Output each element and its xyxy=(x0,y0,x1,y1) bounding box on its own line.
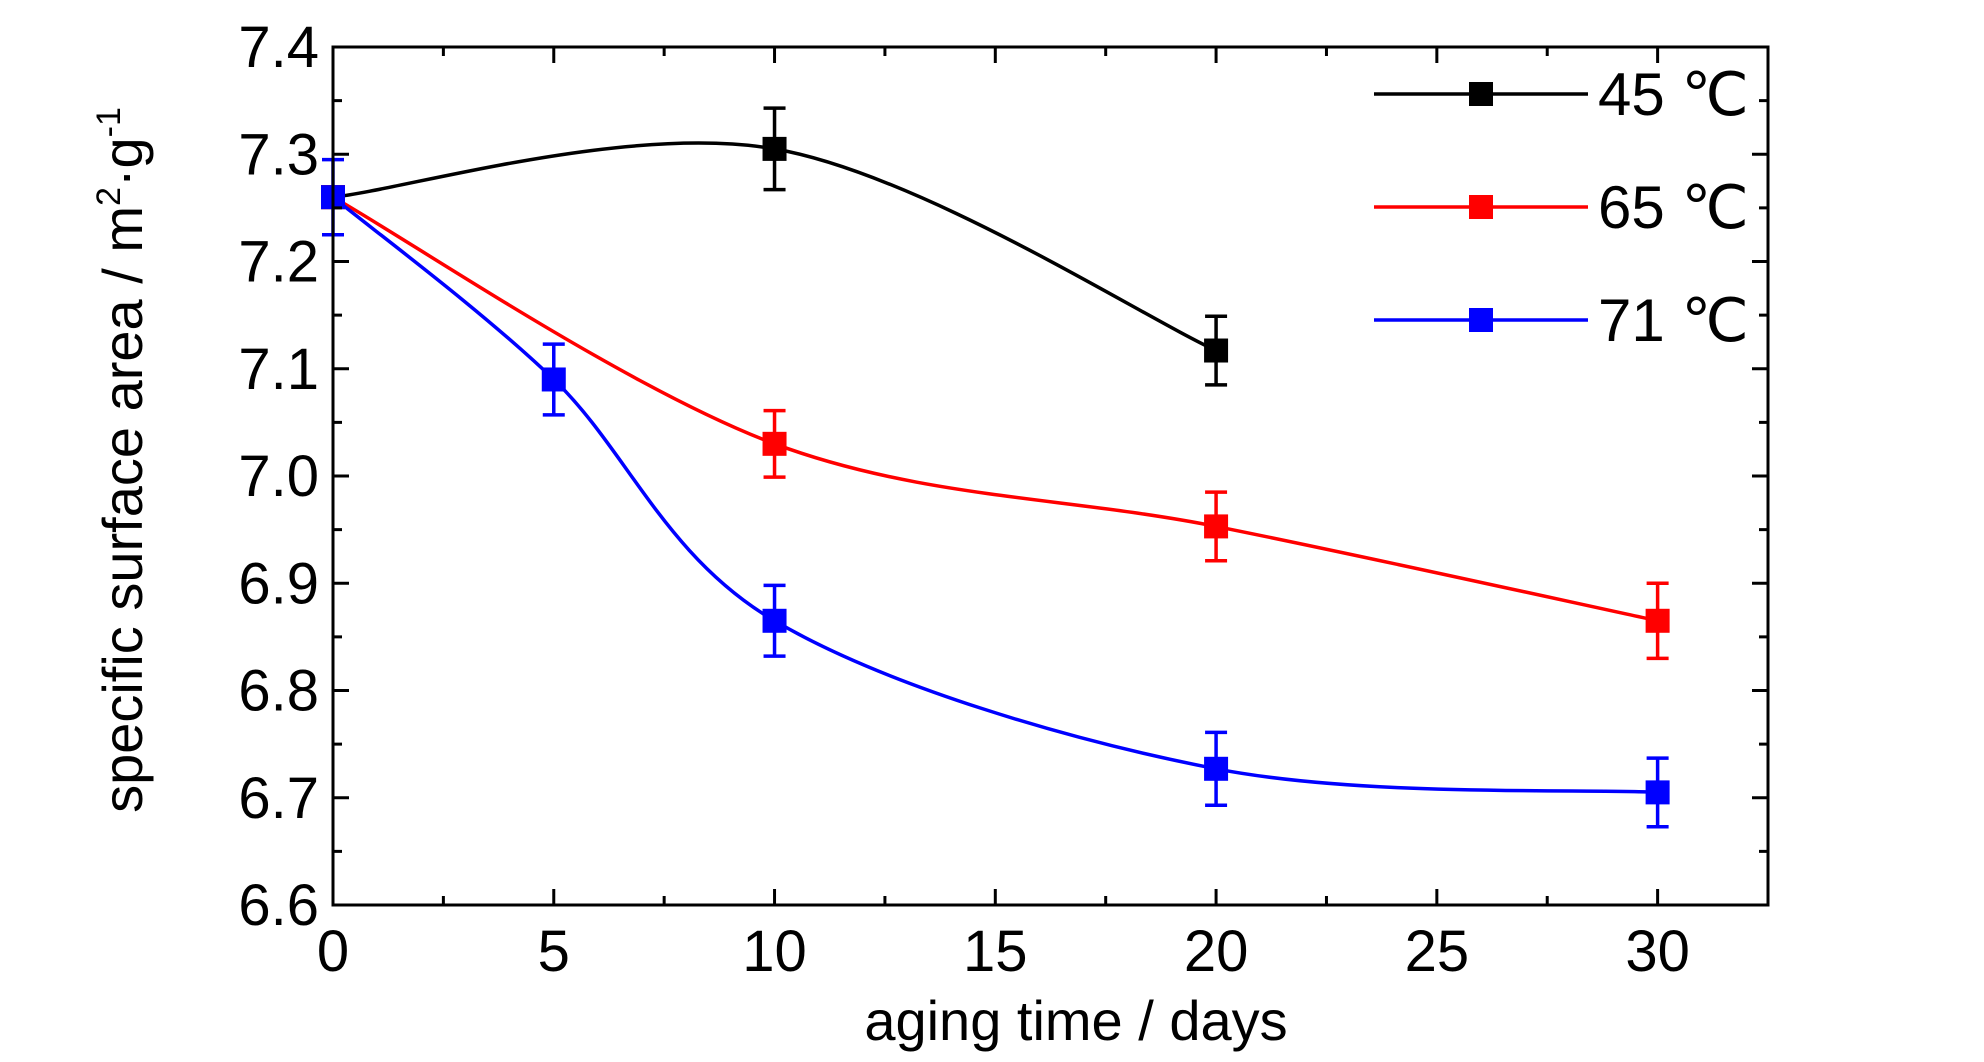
y-tick-label: 7.4 xyxy=(238,15,319,80)
legend-label: 71 ℃ xyxy=(1598,287,1749,354)
x-tick-label: 10 xyxy=(742,919,807,984)
legend-marker xyxy=(1469,195,1493,219)
y-axis-title-main: specific surface area / m xyxy=(91,206,154,813)
x-tick-label: 5 xyxy=(538,919,570,984)
y-axis-title-mid: ·g xyxy=(91,137,154,187)
y-tick-label: 6.6 xyxy=(238,873,319,938)
series-line xyxy=(331,195,1658,795)
series-2 xyxy=(321,185,1670,661)
y-tick-label: 6.8 xyxy=(238,659,319,724)
data-point xyxy=(762,136,787,161)
x-axis-title: aging time / days xyxy=(864,989,1287,1052)
axes-layer: 0 5 10 15 20 25 30 6.6 6.7 6.8 6.9 7.0 7.1 7.2 7.3 7.4 xyxy=(238,15,1770,984)
legend-marker xyxy=(1469,308,1493,332)
data-point xyxy=(1204,756,1229,781)
series-line xyxy=(332,195,1658,623)
series-1 xyxy=(321,106,1229,387)
data-point xyxy=(541,367,566,392)
legend-item-1: 45 ℃ xyxy=(1374,61,1749,128)
legend: 45 ℃ 65 ℃ 71 ℃ xyxy=(1374,61,1749,354)
data-point xyxy=(1645,608,1670,633)
legend-item-2: 65 ℃ xyxy=(1374,174,1749,241)
legend-label: 45 ℃ xyxy=(1598,61,1749,128)
legend-marker xyxy=(1469,82,1493,106)
legend-item-3: 71 ℃ xyxy=(1374,287,1749,354)
y-axis-title: specific surface area / m2·g-1 xyxy=(90,107,154,813)
y-tick-label: 6.9 xyxy=(238,551,319,616)
data-point xyxy=(1645,780,1670,805)
x-tick-label: 20 xyxy=(1184,919,1249,984)
y-tick-label: 7.3 xyxy=(238,122,319,187)
x-tick-label: 15 xyxy=(963,919,1028,984)
data-point xyxy=(762,608,787,633)
x-tick-label: 30 xyxy=(1625,919,1690,984)
legend-label: 65 ℃ xyxy=(1598,174,1749,241)
y-tick-label: 7.0 xyxy=(238,444,319,509)
x-tick-label: 0 xyxy=(317,919,349,984)
y-axis-title-sup2: -1 xyxy=(90,107,128,137)
plot-frame xyxy=(331,45,1770,907)
y-axis-title-sup1: 2 xyxy=(90,187,128,206)
series-layer xyxy=(321,106,1670,829)
data-point xyxy=(762,431,787,456)
data-point xyxy=(1204,514,1229,539)
data-point xyxy=(1204,338,1229,363)
y-tick-label: 6.7 xyxy=(238,766,319,831)
y-tick-label: 7.1 xyxy=(238,337,319,402)
x-tick-label: 25 xyxy=(1405,919,1470,984)
y-tick-label: 7.2 xyxy=(238,230,319,295)
